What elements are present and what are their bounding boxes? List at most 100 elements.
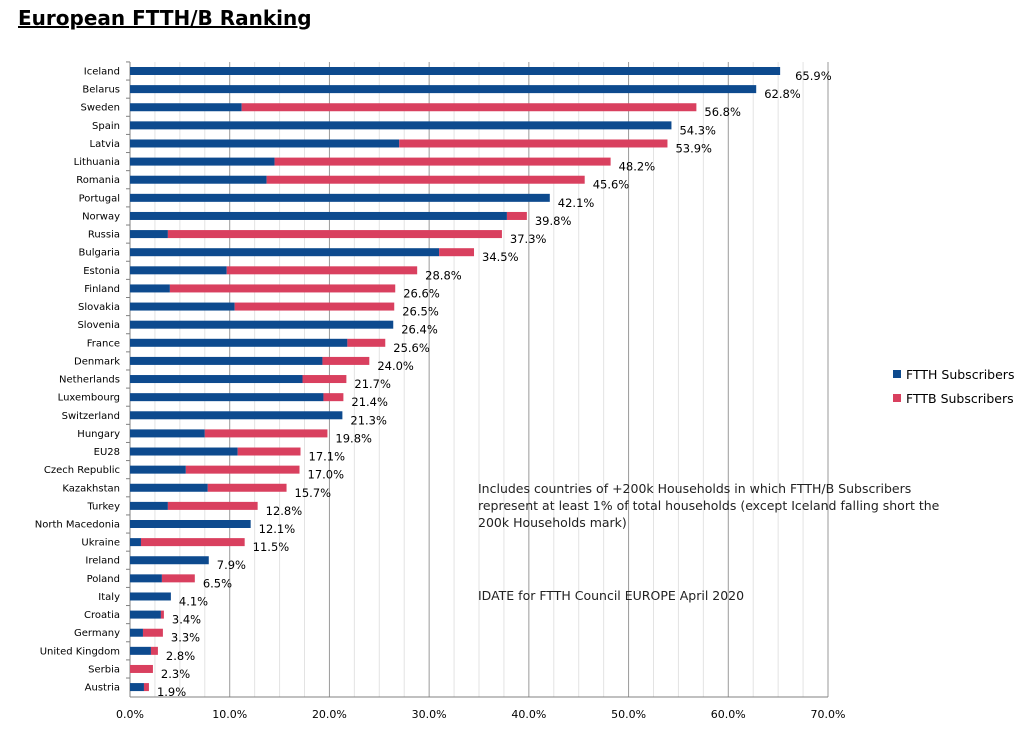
bar-ftth [130,610,161,619]
bar-ftth [130,538,141,547]
total-label: 26.4% [401,323,438,337]
bar-fttb [266,175,585,184]
bar-fttb [140,538,245,547]
total-label: 21.3% [350,413,387,427]
bar-fttb [302,375,347,384]
category-label: Turkey [86,501,120,512]
category-label: Switzerland [62,411,120,422]
category-label: North Macedonia [35,520,120,531]
total-label: 4.1% [179,594,208,608]
total-label: 56.8% [704,105,741,119]
bar-ftth [130,103,242,112]
total-label: 6.5% [203,576,232,590]
category-label: Kazakhstan [62,483,120,494]
bar-ftth [130,320,394,329]
total-label: 26.5% [402,305,439,319]
bar-ftth [130,211,507,220]
category-label: Croatia [84,610,120,621]
bar-ftth [130,375,303,384]
total-label: 21.4% [351,395,388,409]
bar-fttb [399,139,668,148]
bar-ftth [130,447,238,456]
legend-swatch-ftth [893,370,901,378]
x-tick-label: 50.0% [611,708,646,721]
bar-ftth [130,592,171,601]
category-label: Czech Republic [44,465,120,476]
bar-ftth [130,393,324,402]
total-label: 28.8% [425,268,462,282]
legend-label-fttb: FTTB Subscribers [906,390,1014,406]
category-label: Netherlands [59,375,120,386]
total-label: 39.8% [535,214,572,228]
total-label: 19.8% [335,431,372,445]
bar-ftth [130,646,151,655]
total-label: 12.8% [266,504,303,518]
category-label: Portugal [79,193,120,204]
bar-fttb [274,157,611,166]
category-label: Bulgaria [79,248,120,259]
bar-ftth [130,157,275,166]
total-label: 45.6% [593,178,630,192]
total-label: 65.9% [795,69,832,83]
total-label: 2.3% [161,667,190,681]
category-label: Lithuania [74,157,120,168]
category-label: Italy [98,592,120,603]
bar-fttb [226,266,418,275]
category-label: Finland [84,284,120,295]
category-label: Latvia [90,139,120,150]
bar-ftth [130,574,162,583]
bar-fttb [322,356,370,365]
bar-ftth [130,628,143,637]
bar-ftth [130,193,550,202]
bar-fttb [237,447,301,456]
bar-fttb [204,429,328,438]
bar-fttb [207,483,287,492]
bar-fttb [142,628,163,637]
category-label: Romania [76,175,120,186]
total-label: 53.9% [675,141,712,155]
bar-ftth [130,175,267,184]
category-label: Germany [74,628,120,639]
bar-fttb [161,574,195,583]
total-label: 11.5% [253,540,290,554]
legend: FTTH Subscribers FTTB Subscribers [893,362,1014,410]
total-label: 25.6% [393,341,430,355]
bar-ftth [130,483,208,492]
x-tick-label: 70.0% [811,708,846,721]
total-label: 54.3% [679,123,716,137]
bar-fttb [506,211,527,220]
total-label: 17.0% [308,468,345,482]
total-label: 26.6% [403,286,440,300]
total-label: 2.8% [166,649,195,663]
bar-ftth [130,284,170,293]
total-label: 15.7% [295,486,332,500]
bar-fttb [150,646,158,655]
bar-fttb [439,248,475,257]
category-label: Russia [88,230,120,241]
bar-ftth [130,121,672,130]
source-note: IDATE for FTTH Council EUROPE April 2020 [478,588,745,603]
x-tick-label: 20.0% [312,708,347,721]
x-tick-label: 60.0% [711,708,746,721]
bar-ftth [130,429,205,438]
page-title: European FTTH/B Ranking [18,6,312,30]
category-label: Slovenia [77,320,120,331]
bar-fttb [160,610,164,619]
bar-ftth [130,501,168,510]
bar-ftth [130,683,144,692]
bar-ftth [130,248,440,257]
category-label: EU28 [94,447,120,458]
category-label: Ireland [85,556,120,567]
bar-fttb [185,465,300,474]
total-label: 1.9% [157,685,186,699]
bar-ftth [130,230,168,239]
category-label: Estonia [83,266,120,277]
legend-swatch-fttb [893,394,901,402]
category-label: Denmark [74,356,120,367]
x-tick-label: 0.0% [116,708,144,721]
category-label: Austria [85,683,120,694]
total-label: 12.1% [259,522,296,536]
category-label: United Kingdom [40,646,120,657]
category-label: Luxembourg [58,393,120,404]
